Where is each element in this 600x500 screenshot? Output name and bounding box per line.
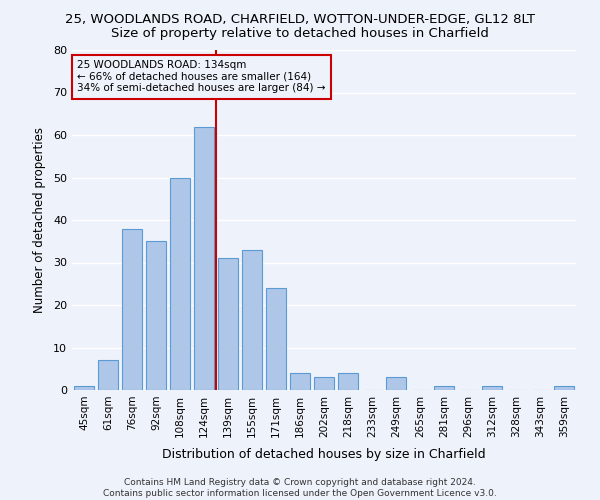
Bar (386, 377, 406, 390)
Text: Size of property relative to detached houses in Charfield: Size of property relative to detached ho… (111, 28, 489, 40)
Bar (170, 178, 190, 390)
Bar (74, 386, 94, 390)
Y-axis label: Number of detached properties: Number of detached properties (33, 127, 46, 313)
Bar (194, 126, 214, 390)
Bar (266, 288, 286, 390)
Bar (338, 373, 358, 390)
Bar (218, 258, 238, 390)
Bar (290, 373, 310, 390)
X-axis label: Distribution of detached houses by size in Charfield: Distribution of detached houses by size … (162, 448, 486, 461)
Text: 25, WOODLANDS ROAD, CHARFIELD, WOTTON-UNDER-EDGE, GL12 8LT: 25, WOODLANDS ROAD, CHARFIELD, WOTTON-UN… (65, 12, 535, 26)
Bar (122, 228, 142, 390)
Bar (146, 242, 166, 390)
Bar (242, 250, 262, 390)
Bar (314, 377, 334, 390)
Text: Contains HM Land Registry data © Crown copyright and database right 2024.
Contai: Contains HM Land Registry data © Crown c… (103, 478, 497, 498)
Bar (434, 386, 454, 390)
Bar (98, 360, 118, 390)
Text: 25 WOODLANDS ROAD: 134sqm
← 66% of detached houses are smaller (164)
34% of semi: 25 WOODLANDS ROAD: 134sqm ← 66% of detac… (77, 60, 326, 94)
Bar (554, 386, 574, 390)
Bar (482, 386, 502, 390)
